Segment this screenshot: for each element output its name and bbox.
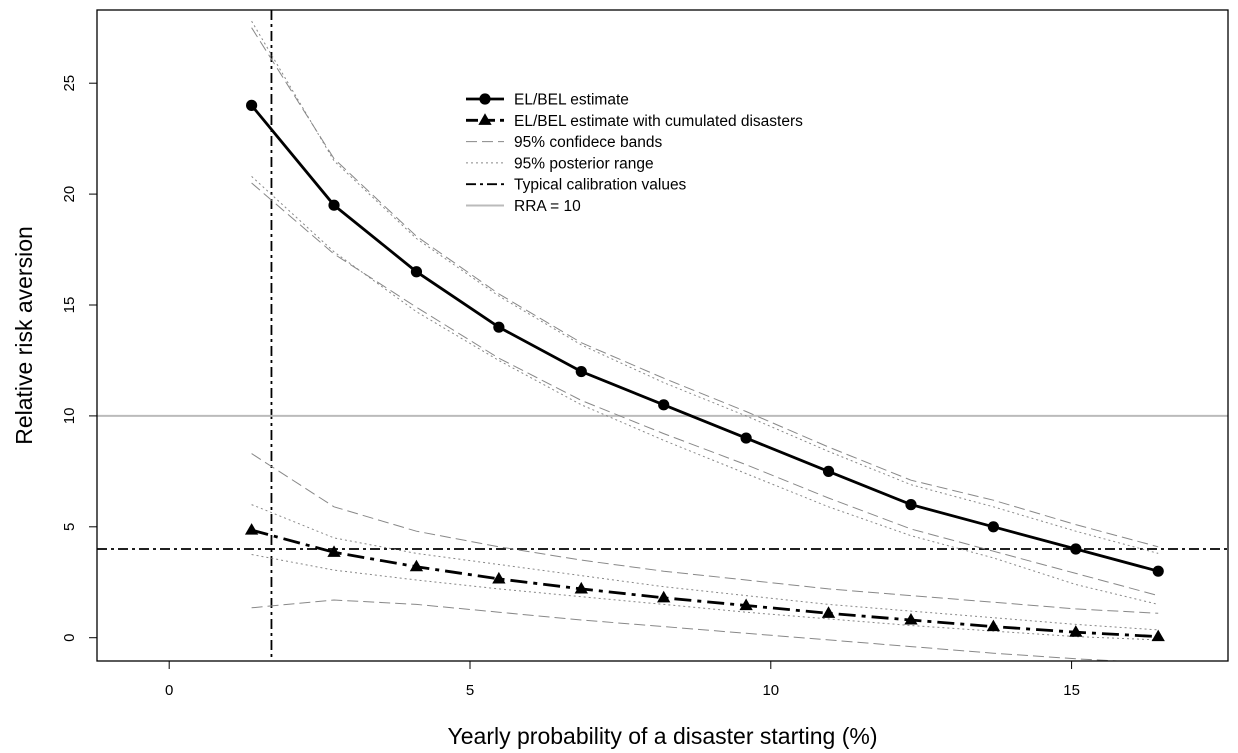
series-1-point-4 [574,581,588,594]
legend-label-5: RRA = 10 [514,198,581,215]
band-line-3-0 [251,20,1159,554]
data-marks-layer [244,99,1165,642]
series-1-point-9 [986,619,1001,632]
series-0-point-1 [328,199,340,211]
y-tick-label-5: 25 [61,75,78,92]
y-tick-label-0: 0 [61,634,78,642]
series-1-point-8 [904,612,918,625]
series-line-0 [250,104,1159,573]
x-tick-label-3: 15 [1063,682,1080,699]
band-line-3-1 [251,176,1159,605]
legend-label-3: 95% posterior range [514,155,654,172]
y-tick-label-4: 20 [61,186,78,203]
series-1-point-6 [739,598,753,611]
band-line-2-1 [251,182,1159,597]
band-line-2-3 [251,599,1127,661]
band-line-3-3 [251,554,1159,641]
series-0-point-3 [493,321,505,333]
series-0-point-7 [822,465,835,477]
legend: EL/BEL estimate EL/BEL estimate with cumu… [466,92,803,215]
series-0-point-10 [1070,543,1082,555]
data-lines-layer [97,10,1228,661]
series-0-point-11 [1152,565,1164,577]
plot-area-border [96,9,1229,662]
x-tick-label-1: 5 [466,682,474,699]
x-axis-title: Yearly probability of a disaster startin… [448,723,878,749]
y-tick-label-3: 15 [61,297,78,314]
x-tick-label-0: 0 [165,682,173,699]
series-0-point-6 [740,432,752,444]
legend-label-0: EL/BEL estimate [514,92,629,109]
legend-label-2: 95% confidece bands [514,134,662,151]
series-0-point-2 [410,266,423,278]
y-tick-label-1: 5 [61,523,78,531]
series-1-point-5 [657,590,671,603]
series-1-point-0 [244,523,259,535]
y-tick-label-2: 10 [61,408,78,425]
y-axis-title: Relative risk aversion [11,226,37,445]
series-line-1 [251,528,1159,638]
series-0-point-4 [575,365,587,378]
series-0-point-5 [658,399,670,411]
axes-layer: 0 5 10 15 0 5 10 15 20 25 [61,75,1080,699]
band-line-2-0 [251,27,1159,548]
series-1-point-7 [821,606,836,618]
series-1-point-11 [1151,629,1165,642]
x-tick-label-2: 10 [762,682,779,699]
series-0-point-9 [987,521,999,533]
series-1-point-2 [409,559,424,572]
legend-label-1: EL/BEL estimate with cumulated disasters [514,113,803,130]
band-line-2-2 [251,453,1159,614]
band-line-3-2 [251,504,1159,631]
series-1-point-10 [1069,625,1083,637]
series-0-point-8 [905,499,917,511]
legend-marker-0 [479,93,491,105]
legend-label-4: Typical calibration values [514,177,687,194]
series-1-point-3 [492,571,506,584]
series-0-point-0 [246,99,258,111]
series-1-point-1 [327,545,341,557]
legend-marker-1 [478,113,492,125]
